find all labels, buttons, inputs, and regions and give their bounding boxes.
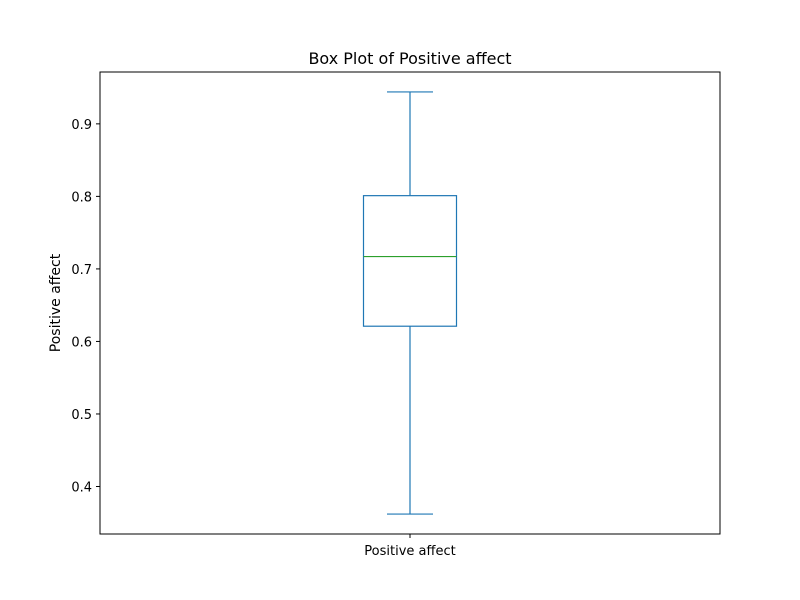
y-tick-label: 0.5	[71, 408, 92, 423]
y-axis-label: Positive affect	[48, 253, 64, 352]
y-tick-label: 0.9	[71, 118, 92, 133]
y-tick-label: 0.6	[71, 335, 92, 350]
plot-area: 0.4 0.5 0.6 0.7 0.8 0.9 Positive affect	[71, 71, 721, 559]
y-tick-label: 0.8	[71, 190, 92, 205]
y-tick-label: 0.7	[71, 263, 92, 278]
x-tick-label: Positive affect	[364, 544, 455, 559]
y-tick-label: 0.4	[71, 480, 92, 495]
iqr-box	[362, 195, 458, 327]
chart-title: Box Plot of Positive affect	[308, 49, 511, 68]
